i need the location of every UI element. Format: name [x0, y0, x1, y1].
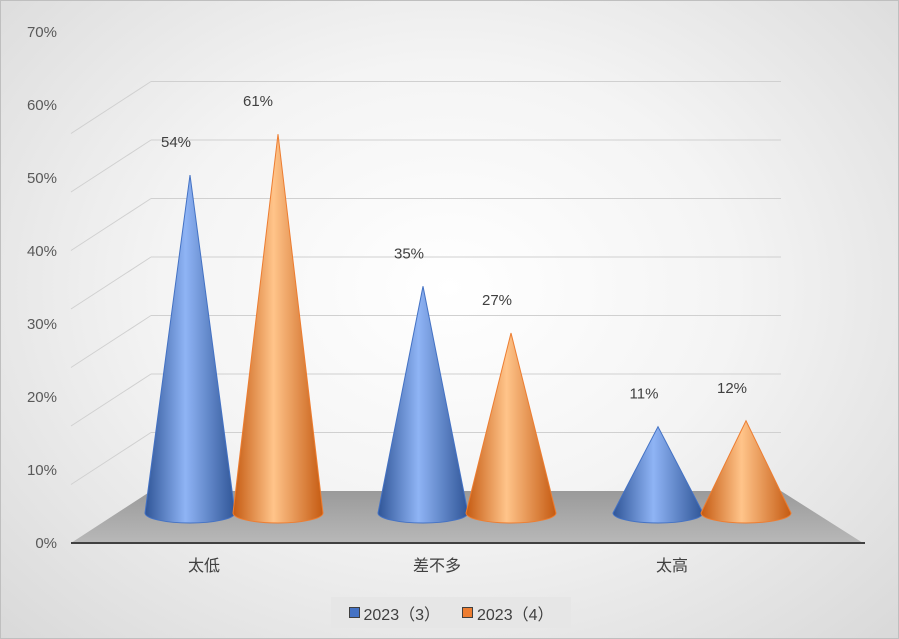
data-label: 61% [243, 93, 273, 110]
data-label: 54% [161, 134, 191, 151]
legend-item-series-1: 2023（3） [348, 601, 441, 625]
data-label: 11% [630, 386, 659, 403]
gridline-side [70, 315, 152, 368]
gridline-side [70, 81, 152, 134]
y-tick-label: 10% [27, 462, 57, 479]
y-tick-label: 30% [27, 316, 57, 333]
y-tick-label: 40% [27, 243, 57, 260]
y-tick-label: 70% [27, 24, 57, 41]
cone-body [232, 134, 324, 524]
y-tick-label: 60% [27, 97, 57, 114]
x-tick-label: 太低 [188, 557, 220, 575]
gridline-side [70, 432, 152, 485]
cone-2-3 [700, 419, 792, 524]
data-label: 27% [482, 292, 512, 309]
cone-body [465, 332, 557, 524]
legend-label-series-1: 2023（3） [363, 606, 441, 624]
legend: 2023（3） 2023（4） [331, 597, 571, 628]
cone-body [700, 419, 792, 524]
gridline-side [70, 139, 152, 193]
cone-1-2 [377, 286, 469, 524]
legend-label-series-2: 2023（4） [477, 606, 554, 624]
cone-1-1 [144, 175, 236, 524]
y-tick-label: 0% [35, 535, 57, 552]
y-tick-label: 50% [27, 170, 57, 187]
legend-swatch-blue [348, 607, 360, 618]
cone-chart: 0% 10% 20% 30% 40% 50% 60% 70% 54% 35% 11% 61% 27% 1… [27, 24, 865, 575]
gridline-side [70, 373, 152, 427]
cone-body [612, 425, 704, 524]
legend-swatch-orange [462, 607, 473, 618]
legend-item-series-2: 2023（4） [462, 601, 554, 625]
cone-body [144, 175, 236, 524]
data-label: 12% [717, 380, 747, 397]
cone-2-1 [232, 134, 324, 524]
data-label: 35% [394, 245, 424, 262]
y-tick-label: 20% [27, 389, 57, 406]
x-tick-label: 太高 [656, 557, 688, 575]
gridline-side [70, 256, 152, 310]
gridline-side [70, 198, 152, 251]
cone-2-2 [465, 332, 557, 524]
cone-body [377, 286, 469, 524]
x-tick-label: 差不多 [413, 557, 461, 575]
cone-1-3 [612, 425, 704, 524]
